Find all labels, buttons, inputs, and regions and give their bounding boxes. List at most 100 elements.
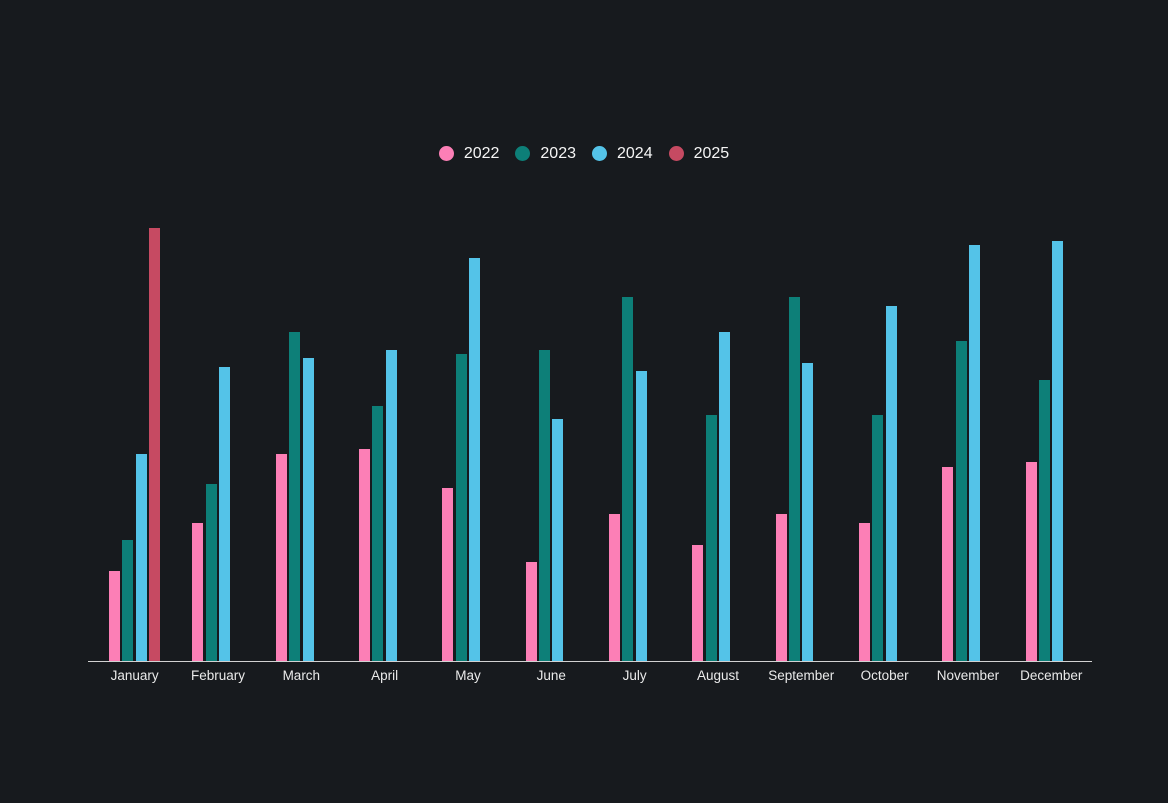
bar-slot <box>441 228 454 662</box>
x-axis-label-may: May <box>455 668 481 683</box>
bar-2022-november <box>942 467 954 662</box>
bar-slot <box>538 228 551 662</box>
bar-slot <box>718 228 731 662</box>
legend-item-2024[interactable]: 2024 <box>592 144 653 163</box>
bar-slot <box>231 228 244 662</box>
bar-slot <box>815 228 828 662</box>
bar-2022-june <box>525 562 537 662</box>
x-axis-label-august: August <box>696 668 739 683</box>
legend-item-2023[interactable]: 2023 <box>515 144 576 163</box>
legend-swatch-circle-icon <box>592 146 607 161</box>
bar-slot <box>731 228 744 662</box>
bar-group-february <box>176 228 259 662</box>
bar-slot <box>871 228 884 662</box>
legend-label: 2025 <box>693 145 730 162</box>
x-axis-label-october: October <box>860 668 909 683</box>
bar-2023-september <box>789 297 801 662</box>
bar-2022-october <box>859 523 871 662</box>
bar-slot <box>275 228 288 662</box>
bar-2024-august <box>719 332 731 662</box>
bar-slot <box>1051 228 1064 662</box>
legend-swatch-circle-icon <box>668 146 684 161</box>
bar-slot <box>788 228 801 662</box>
bar-slot <box>705 228 718 662</box>
legend-item-2025[interactable]: 2025 <box>668 144 730 163</box>
bar-2022-july <box>609 514 621 662</box>
bar-slot <box>315 228 328 662</box>
bar-slot <box>148 228 161 662</box>
bar-2023-august <box>705 415 717 662</box>
bar-2022-february <box>192 523 204 662</box>
bar-group-december <box>1010 228 1093 662</box>
bar-2023-october <box>872 415 884 662</box>
bar-group-august <box>676 228 759 662</box>
bar-group-march <box>260 228 343 662</box>
bar-2024-november <box>969 245 981 662</box>
bar-slot <box>648 228 661 662</box>
bar-2022-december <box>1025 462 1037 662</box>
bar-slot <box>135 228 148 662</box>
bar-2023-may <box>455 354 467 662</box>
bar-2023-february <box>205 484 217 662</box>
bar-2022-august <box>692 545 704 662</box>
x-axis-label-september: September <box>768 668 835 683</box>
legend: 2022 2023 2024 2025 <box>0 144 1168 163</box>
legend-label: 2022 <box>463 145 500 162</box>
bar-2023-april <box>372 406 384 662</box>
bar-slot <box>691 228 704 662</box>
x-axis-label-november: November <box>936 668 1000 683</box>
bar-2024-february <box>219 367 231 662</box>
bar-slot <box>955 228 968 662</box>
x-axis-label-july: July <box>622 668 647 683</box>
x-axis-line <box>88 661 1092 662</box>
bar-group-november <box>926 228 1009 662</box>
bar-slot <box>398 228 411 662</box>
x-axis-labels: January February March April May June July Augu… <box>93 668 1093 684</box>
bar-2024-december <box>1052 241 1064 662</box>
bar-slot <box>941 228 954 662</box>
legend-item-2022[interactable]: 2022 <box>438 144 500 163</box>
legend-label: 2024 <box>617 145 653 162</box>
bar-2024-march <box>302 358 314 662</box>
bar-slot <box>801 228 814 662</box>
bar-2022-september <box>775 514 787 662</box>
bar-2024-september <box>802 363 814 662</box>
bar-slot <box>218 228 231 662</box>
legend-label: 2023 <box>540 145 576 162</box>
bar-slot <box>1038 228 1051 662</box>
bar-slot <box>468 228 481 662</box>
bar-group-june <box>510 228 593 662</box>
x-axis-label-january: January <box>110 668 159 683</box>
bar-group-january <box>93 228 176 662</box>
bar-2023-june <box>539 350 551 662</box>
bar-2024-july <box>635 371 647 662</box>
bar-slot <box>358 228 371 662</box>
bar-slot <box>301 228 314 662</box>
bar-slot <box>205 228 218 662</box>
bar-2023-january <box>122 540 134 662</box>
bar-2023-december <box>1039 380 1051 662</box>
bar-slot <box>481 228 494 662</box>
bar-slot <box>981 228 994 662</box>
x-axis-label-june: June <box>536 668 566 683</box>
bar-groups <box>93 228 1093 662</box>
bar-slot <box>551 228 564 662</box>
bar-2024-june <box>552 419 564 662</box>
bar-slot <box>565 228 578 662</box>
bar-slot <box>1065 228 1078 662</box>
bar-slot <box>385 228 398 662</box>
bar-2024-may <box>469 258 481 662</box>
bar-group-october <box>843 228 926 662</box>
bar-slot <box>858 228 871 662</box>
bar-group-april <box>343 228 426 662</box>
legend-swatch-circle-icon <box>515 146 531 161</box>
bar-slot <box>455 228 468 662</box>
bar-slot <box>635 228 648 662</box>
bar-2025-january <box>149 228 161 662</box>
bar-2023-july <box>622 297 634 662</box>
bar-slot <box>608 228 621 662</box>
bar-slot <box>525 228 538 662</box>
bar-slot <box>968 228 981 662</box>
